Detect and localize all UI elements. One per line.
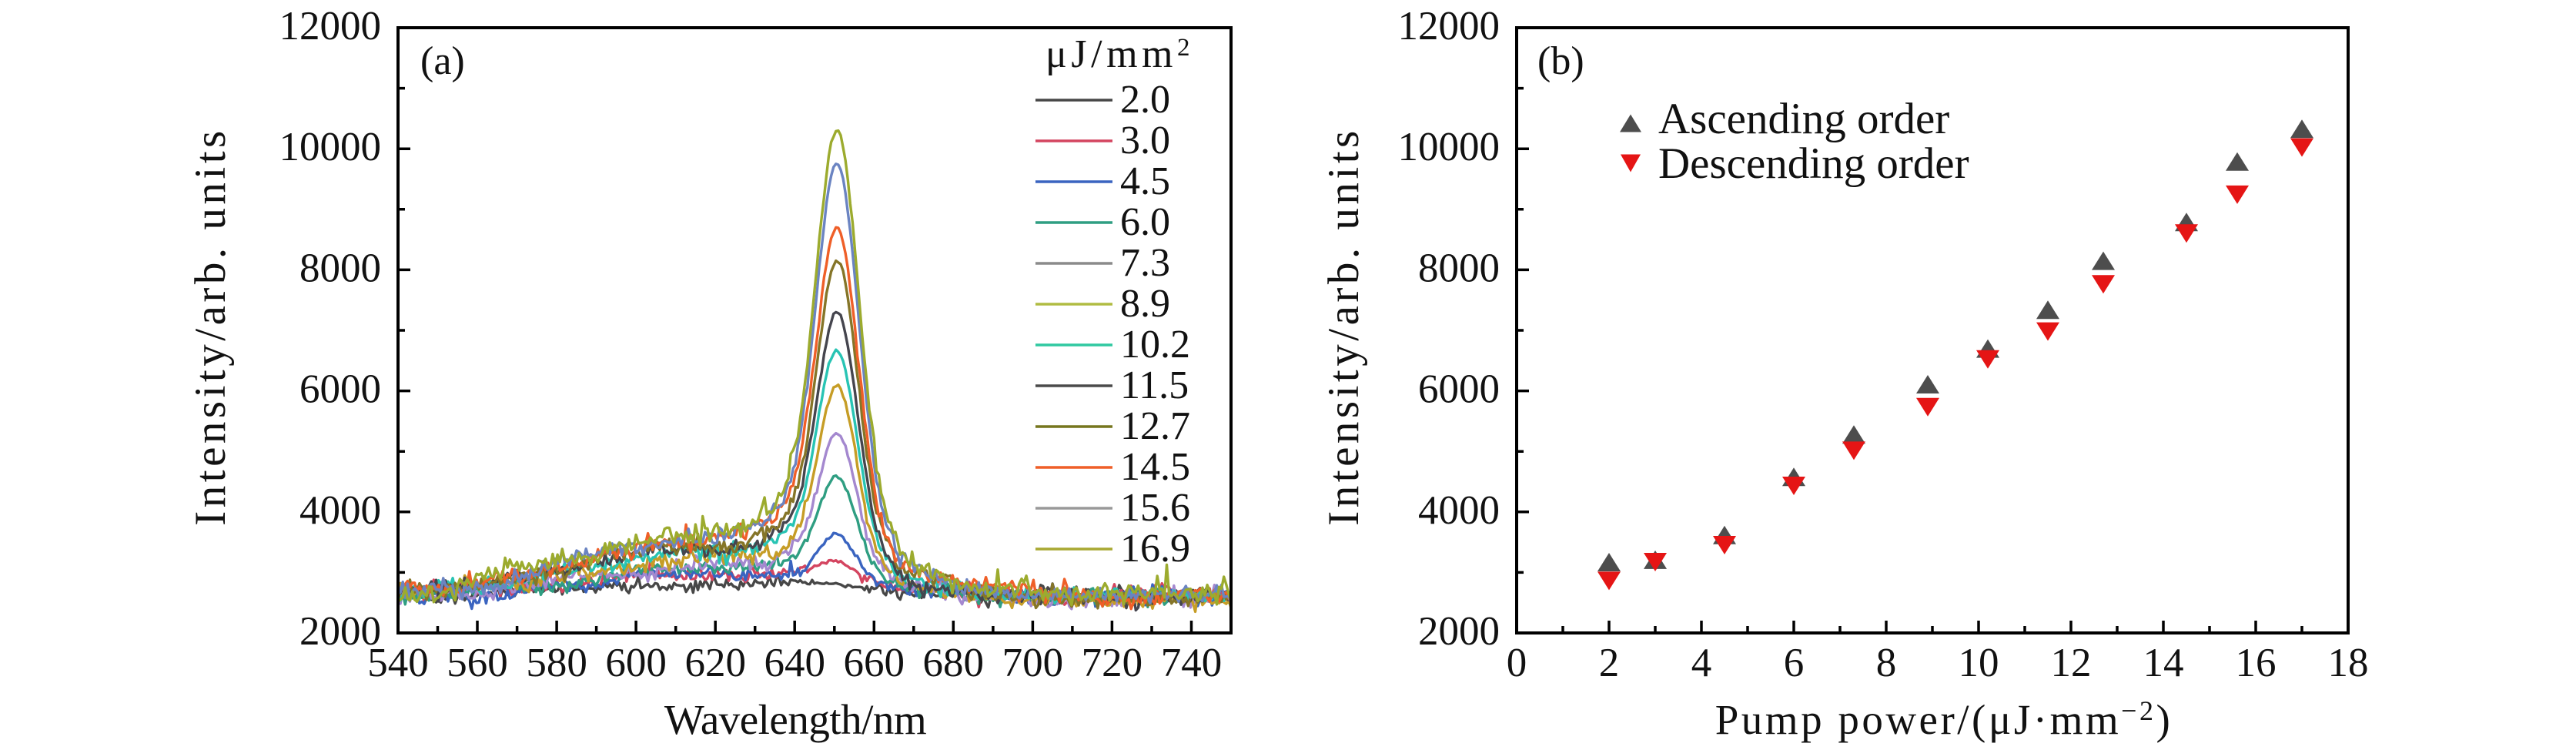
svg-text:12: 12 [2051, 641, 2092, 685]
svg-text:2: 2 [1599, 641, 1620, 685]
svg-text:10.2: 10.2 [1120, 323, 1190, 367]
svg-text:8: 8 [1876, 641, 1897, 685]
svg-text:640: 640 [764, 641, 825, 685]
svg-text:600: 600 [605, 641, 667, 685]
svg-text:4: 4 [1691, 641, 1712, 685]
svg-text:Ascending order: Ascending order [1658, 95, 1949, 143]
svg-text:Intensity/arb. units: Intensity/arb. units [1320, 127, 1368, 525]
svg-text:680: 680 [923, 641, 985, 685]
svg-text:Pump power/(μJ·mm−2): Pump power/(μJ·mm−2) [1715, 695, 2173, 743]
svg-text:12.7: 12.7 [1120, 404, 1190, 448]
svg-text:4000: 4000 [299, 488, 381, 533]
svg-text:2.0: 2.0 [1120, 78, 1170, 122]
svg-text:16: 16 [2236, 641, 2277, 685]
svg-text:8.9: 8.9 [1120, 282, 1170, 326]
svg-text:3.0: 3.0 [1120, 119, 1170, 162]
svg-text:Wavelength/nm: Wavelength/nm [664, 696, 926, 743]
svg-text:8000: 8000 [1418, 246, 1500, 290]
svg-text:7.3: 7.3 [1120, 241, 1170, 285]
svg-text:4000: 4000 [1418, 488, 1500, 533]
svg-text:11.5: 11.5 [1120, 363, 1189, 407]
svg-text:580: 580 [526, 641, 587, 685]
svg-text:15.6: 15.6 [1120, 486, 1190, 530]
svg-text:0: 0 [1507, 641, 1527, 685]
svg-text:2000: 2000 [299, 609, 381, 654]
svg-text:700: 700 [1002, 641, 1064, 685]
svg-text:6: 6 [1784, 641, 1805, 685]
svg-text:6000: 6000 [299, 367, 381, 412]
svg-text:8000: 8000 [299, 246, 381, 290]
svg-text:(a): (a) [420, 39, 465, 83]
svg-text:(b): (b) [1537, 39, 1584, 83]
svg-text:14: 14 [2143, 641, 2184, 685]
svg-text:740: 740 [1161, 641, 1223, 685]
svg-text:4.5: 4.5 [1120, 159, 1170, 203]
svg-text:10000: 10000 [1398, 125, 1500, 169]
svg-text:660: 660 [844, 641, 905, 685]
svg-text:12000: 12000 [1398, 4, 1500, 49]
svg-text:540: 540 [367, 641, 429, 685]
svg-text:10000: 10000 [279, 125, 382, 169]
svg-text:12000: 12000 [279, 4, 382, 49]
svg-text:μJ/mm2: μJ/mm2 [1045, 32, 1194, 76]
svg-text:720: 720 [1082, 641, 1143, 685]
svg-text:Descending order: Descending order [1658, 139, 1969, 188]
svg-text:6000: 6000 [1418, 367, 1500, 412]
svg-text:16.9: 16.9 [1120, 527, 1190, 571]
svg-text:2000: 2000 [1418, 609, 1500, 654]
svg-text:Intensity/arb. units: Intensity/arb. units [186, 127, 235, 525]
svg-text:18: 18 [2328, 641, 2369, 685]
svg-text:6.0: 6.0 [1120, 200, 1170, 244]
svg-text:620: 620 [684, 641, 746, 685]
svg-text:10: 10 [1959, 641, 1999, 685]
svg-text:14.5: 14.5 [1120, 445, 1190, 489]
svg-text:560: 560 [447, 641, 508, 685]
